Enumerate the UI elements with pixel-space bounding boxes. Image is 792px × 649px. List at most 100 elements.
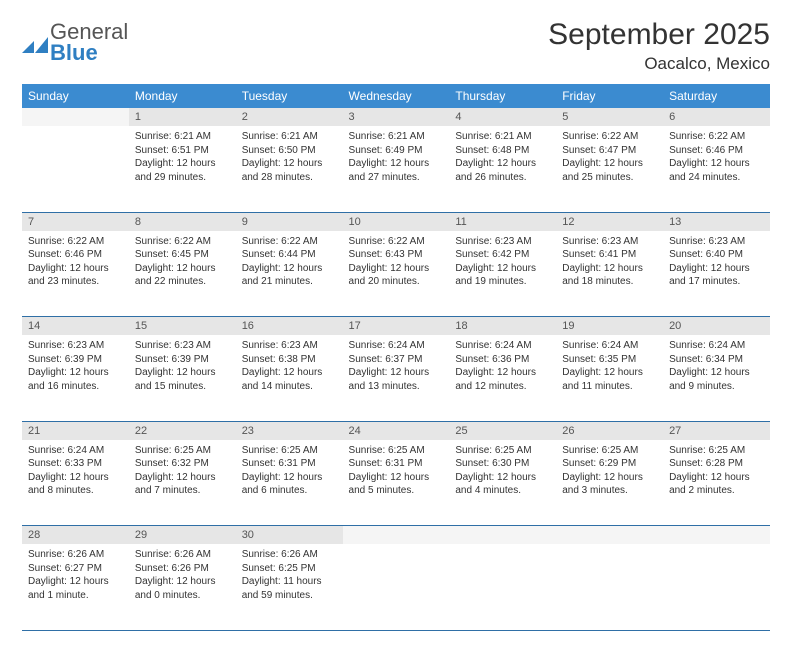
daylight-text: Daylight: 12 hours and 11 minutes.	[562, 366, 657, 393]
day-number-cell: 4	[449, 108, 556, 126]
day-cell: Sunrise: 6:24 AMSunset: 6:33 PMDaylight:…	[22, 440, 129, 526]
day-cell: Sunrise: 6:23 AMSunset: 6:41 PMDaylight:…	[556, 231, 663, 317]
sunset-text: Sunset: 6:29 PM	[562, 457, 657, 471]
daynum-row: 14151617181920	[22, 317, 770, 336]
day-cell: Sunrise: 6:23 AMSunset: 6:42 PMDaylight:…	[449, 231, 556, 317]
day-cell: Sunrise: 6:24 AMSunset: 6:36 PMDaylight:…	[449, 335, 556, 421]
sunrise-text: Sunrise: 6:22 AM	[242, 235, 337, 249]
sunrise-text: Sunrise: 6:26 AM	[135, 548, 230, 562]
page-header: General Blue September 2025 Oacalco, Mex…	[22, 18, 770, 74]
logo-icon	[22, 31, 48, 55]
daylight-text: Daylight: 12 hours and 7 minutes.	[135, 471, 230, 498]
daylight-text: Daylight: 12 hours and 21 minutes.	[242, 262, 337, 289]
week-row: Sunrise: 6:26 AMSunset: 6:27 PMDaylight:…	[22, 544, 770, 630]
day-cell: Sunrise: 6:21 AMSunset: 6:50 PMDaylight:…	[236, 126, 343, 212]
sunrise-text: Sunrise: 6:23 AM	[562, 235, 657, 249]
sunset-text: Sunset: 6:40 PM	[669, 248, 764, 262]
sunrise-text: Sunrise: 6:21 AM	[349, 130, 444, 144]
daylight-text: Daylight: 12 hours and 16 minutes.	[28, 366, 123, 393]
day-number-cell: 2	[236, 108, 343, 126]
sunset-text: Sunset: 6:51 PM	[135, 144, 230, 158]
day-cell: Sunrise: 6:25 AMSunset: 6:31 PMDaylight:…	[236, 440, 343, 526]
day-cell: Sunrise: 6:25 AMSunset: 6:28 PMDaylight:…	[663, 440, 770, 526]
sunset-text: Sunset: 6:41 PM	[562, 248, 657, 262]
day-number-cell: 6	[663, 108, 770, 126]
day-number-cell: 10	[343, 212, 450, 231]
sunrise-text: Sunrise: 6:23 AM	[242, 339, 337, 353]
day-cell: Sunrise: 6:22 AMSunset: 6:45 PMDaylight:…	[129, 231, 236, 317]
day-cell: Sunrise: 6:26 AMSunset: 6:26 PMDaylight:…	[129, 544, 236, 630]
sunrise-text: Sunrise: 6:21 AM	[135, 130, 230, 144]
day-cell	[449, 544, 556, 630]
sunrise-text: Sunrise: 6:22 AM	[28, 235, 123, 249]
sunrise-text: Sunrise: 6:25 AM	[135, 444, 230, 458]
day-number-cell: 16	[236, 317, 343, 336]
sunset-text: Sunset: 6:43 PM	[349, 248, 444, 262]
sunrise-text: Sunrise: 6:25 AM	[562, 444, 657, 458]
sunset-text: Sunset: 6:37 PM	[349, 353, 444, 367]
daylight-text: Daylight: 12 hours and 0 minutes.	[135, 575, 230, 602]
day-cell	[556, 544, 663, 630]
weekday-header-row: Sunday Monday Tuesday Wednesday Thursday…	[22, 84, 770, 108]
day-number-cell: 11	[449, 212, 556, 231]
day-number-cell	[22, 108, 129, 126]
day-number-cell: 19	[556, 317, 663, 336]
sunset-text: Sunset: 6:36 PM	[455, 353, 550, 367]
day-number-cell: 12	[556, 212, 663, 231]
daynum-row: 123456	[22, 108, 770, 126]
logo-line2: Blue	[50, 43, 128, 64]
daylight-text: Daylight: 12 hours and 29 minutes.	[135, 157, 230, 184]
daylight-text: Daylight: 12 hours and 1 minute.	[28, 575, 123, 602]
day-number-cell: 21	[22, 421, 129, 440]
brand-logo: General Blue	[22, 18, 128, 64]
sunrise-text: Sunrise: 6:22 AM	[562, 130, 657, 144]
day-cell: Sunrise: 6:21 AMSunset: 6:51 PMDaylight:…	[129, 126, 236, 212]
day-number-cell	[556, 526, 663, 545]
day-number-cell: 25	[449, 421, 556, 440]
daylight-text: Daylight: 12 hours and 25 minutes.	[562, 157, 657, 184]
daylight-text: Daylight: 12 hours and 18 minutes.	[562, 262, 657, 289]
sunrise-text: Sunrise: 6:23 AM	[135, 339, 230, 353]
title-block: September 2025 Oacalco, Mexico	[548, 18, 770, 74]
week-row: Sunrise: 6:23 AMSunset: 6:39 PMDaylight:…	[22, 335, 770, 421]
day-cell: Sunrise: 6:23 AMSunset: 6:40 PMDaylight:…	[663, 231, 770, 317]
daylight-text: Daylight: 12 hours and 8 minutes.	[28, 471, 123, 498]
sunset-text: Sunset: 6:31 PM	[349, 457, 444, 471]
sunset-text: Sunset: 6:39 PM	[28, 353, 123, 367]
sunrise-text: Sunrise: 6:24 AM	[669, 339, 764, 353]
daylight-text: Daylight: 12 hours and 26 minutes.	[455, 157, 550, 184]
day-cell	[663, 544, 770, 630]
day-number-cell: 18	[449, 317, 556, 336]
week-row: Sunrise: 6:24 AMSunset: 6:33 PMDaylight:…	[22, 440, 770, 526]
sunrise-text: Sunrise: 6:22 AM	[349, 235, 444, 249]
week-row: Sunrise: 6:22 AMSunset: 6:46 PMDaylight:…	[22, 231, 770, 317]
daylight-text: Daylight: 12 hours and 22 minutes.	[135, 262, 230, 289]
day-cell: Sunrise: 6:21 AMSunset: 6:49 PMDaylight:…	[343, 126, 450, 212]
sunrise-text: Sunrise: 6:23 AM	[669, 235, 764, 249]
sunset-text: Sunset: 6:46 PM	[28, 248, 123, 262]
week-row: Sunrise: 6:21 AMSunset: 6:51 PMDaylight:…	[22, 126, 770, 212]
sunrise-text: Sunrise: 6:25 AM	[349, 444, 444, 458]
sunset-text: Sunset: 6:44 PM	[242, 248, 337, 262]
weekday-header: Monday	[129, 84, 236, 108]
day-cell: Sunrise: 6:22 AMSunset: 6:43 PMDaylight:…	[343, 231, 450, 317]
day-cell: Sunrise: 6:26 AMSunset: 6:25 PMDaylight:…	[236, 544, 343, 630]
daylight-text: Daylight: 12 hours and 24 minutes.	[669, 157, 764, 184]
day-cell: Sunrise: 6:24 AMSunset: 6:34 PMDaylight:…	[663, 335, 770, 421]
sunset-text: Sunset: 6:25 PM	[242, 562, 337, 576]
day-number-cell: 13	[663, 212, 770, 231]
weekday-header: Sunday	[22, 84, 129, 108]
day-number-cell	[343, 526, 450, 545]
sunrise-text: Sunrise: 6:25 AM	[669, 444, 764, 458]
day-number-cell: 28	[22, 526, 129, 545]
day-cell	[22, 126, 129, 212]
sunset-text: Sunset: 6:34 PM	[669, 353, 764, 367]
day-number-cell: 23	[236, 421, 343, 440]
day-cell: Sunrise: 6:22 AMSunset: 6:46 PMDaylight:…	[663, 126, 770, 212]
location-label: Oacalco, Mexico	[548, 54, 770, 74]
sunrise-text: Sunrise: 6:24 AM	[455, 339, 550, 353]
day-number-cell: 20	[663, 317, 770, 336]
day-cell: Sunrise: 6:24 AMSunset: 6:35 PMDaylight:…	[556, 335, 663, 421]
daylight-text: Daylight: 12 hours and 17 minutes.	[669, 262, 764, 289]
day-number-cell: 8	[129, 212, 236, 231]
